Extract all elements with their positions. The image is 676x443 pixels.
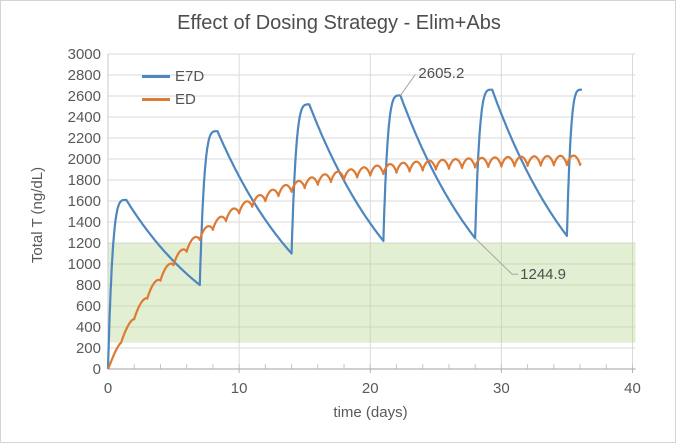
y-axis-title: Total T (ng/dL) [29,166,46,264]
ed-line-swatch [142,98,170,101]
x-tick-label: 30 [493,380,510,397]
annotation-leader-trough [474,237,519,275]
x-tick-label: 20 [362,380,379,397]
y-tick-label: 3000 [68,46,101,63]
y-tick-label: 2600 [68,88,101,105]
annotation-leader-peak [400,74,416,96]
legend: E7D ED [142,65,204,111]
y-tick-label: 400 [76,319,101,336]
series-line-ed [107,154,582,370]
y-tick-label: 200 [76,340,101,357]
legend-label-ed: ED [175,91,196,108]
y-tick-label: 1400 [68,214,101,231]
y-tick-label: 800 [76,277,101,294]
x-tick-label: 40 [624,380,641,397]
annotation-peak-value: 2605.2 [418,65,465,83]
legend-entry-ed: ED [142,88,204,111]
y-tick-label: 2000 [68,151,101,168]
x-tick-label: 10 [231,380,248,397]
x-tick-label: 0 [104,380,112,397]
y-tick-label: 1800 [68,172,101,189]
chart-title: Effect of Dosing Strategy - Elim+Abs [177,12,501,34]
y-tick-label: 2400 [68,109,101,126]
y-tick-label: 1000 [68,256,101,273]
legend-label-e7d: E7D [175,68,205,85]
y-tick-label: 600 [76,298,101,315]
normal-range-band [108,243,636,343]
y-tick-label: 2200 [68,130,101,147]
legend-entry-e7d: E7D [142,65,204,88]
y-tick-label: 0 [93,361,101,378]
y-tick-label: 1600 [68,193,101,210]
y-tick-label: 1200 [68,235,101,252]
y-tick-label: 2800 [68,67,101,84]
x-axis-title: time (days) [333,404,408,421]
annotation-trough-value: 1244.9 [520,266,567,284]
e7d-line-swatch [142,75,170,78]
